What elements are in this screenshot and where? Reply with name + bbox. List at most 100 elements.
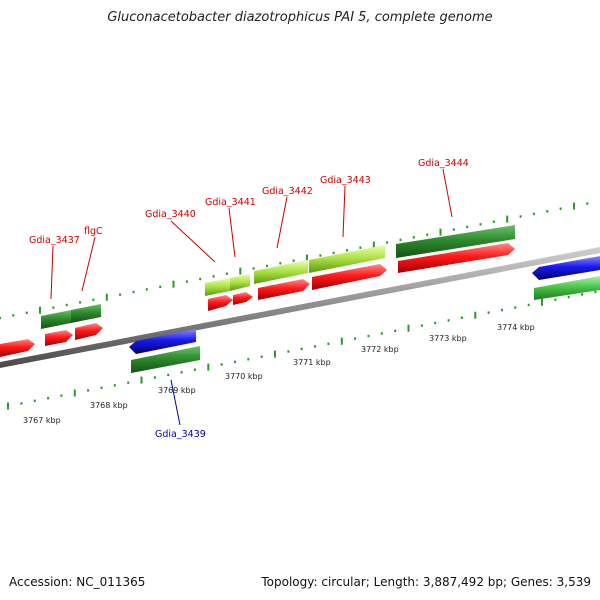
ruler-major-tick (105, 293, 108, 301)
page-title: Gluconacetobacter diazotrophicus PAI 5, … (107, 10, 493, 25)
ruler-minor-tick (153, 376, 156, 379)
gene-gdia-3440-green[interactable] (205, 278, 230, 296)
ruler-minor-tick (266, 264, 268, 268)
label-gdia-3444[interactable]: Gdia_3444 (418, 158, 469, 169)
ruler-minor-tick (92, 298, 95, 301)
ruler-minor-tick (346, 249, 349, 252)
ruler-minor-tick (300, 347, 303, 351)
ruler-minor-tick (434, 321, 437, 325)
cds-left-edge[interactable] (0, 339, 35, 357)
ruler-minor-tick (447, 319, 450, 322)
label-gdia-3440[interactable]: Gdia_3440 (145, 209, 196, 220)
cds-gdia-3443[interactable] (312, 264, 387, 290)
ruler-minor-tick (554, 298, 557, 301)
ruler-minor-tick (0, 316, 1, 320)
ruler-minor-tick (559, 207, 562, 210)
ruler-major-tick (541, 298, 543, 306)
leader-gdia-3441 (228, 207, 236, 258)
ruler-minor-tick (33, 399, 36, 402)
ruler-minor-tick (586, 202, 589, 205)
cds-gdia-3444[interactable] (398, 243, 515, 273)
ruler-minor-tick (466, 225, 469, 229)
ruler-minor-tick (12, 314, 15, 317)
ruler-minor-tick (386, 241, 389, 244)
gene-right-green[interactable] (534, 276, 600, 300)
ruler-minor-tick (20, 402, 23, 405)
label-flgc[interactable]: flgC (84, 226, 103, 237)
gene-gdia-3437-green[interactable] (41, 310, 71, 329)
leader-gdia-3443 (342, 185, 346, 238)
ruler-minor-tick (247, 358, 250, 361)
cds-gdia-3441[interactable] (233, 292, 253, 305)
ruler-minor-tick (546, 210, 549, 213)
gene-flgc-green[interactable] (71, 304, 101, 323)
cds-gdia-3440[interactable] (208, 295, 233, 311)
ruler-minor-tick (100, 386, 103, 389)
ruler-minor-tick (52, 306, 55, 309)
cds-gdia-3442[interactable] (258, 279, 310, 300)
ruler-minor-tick (159, 285, 162, 288)
gene-gdia-3442-green[interactable] (254, 260, 308, 284)
cds-right-blue[interactable] (532, 256, 600, 280)
ruler-minor-tick (193, 368, 196, 371)
ruler-minor-tick (145, 288, 148, 291)
label-gdia-3437[interactable]: Gdia_3437 (29, 235, 80, 246)
ruler-minor-tick (399, 238, 402, 242)
kbp-label-3769: 3769 kbp (158, 386, 196, 395)
ruler-minor-tick (327, 342, 330, 345)
ruler-minor-tick (426, 233, 429, 236)
ruler-major-tick (239, 267, 242, 275)
ruler-major-tick (172, 280, 175, 288)
ruler-minor-tick (234, 360, 236, 364)
ruler-minor-tick (359, 246, 362, 249)
ruler-major-tick (274, 350, 276, 358)
ruler-major-tick (73, 389, 76, 397)
ruler-minor-tick (25, 311, 28, 314)
ruler-major-tick (439, 228, 442, 236)
ruler-major-tick (207, 363, 210, 371)
kbp-label-3767: 3767 kbp (23, 416, 61, 425)
label-gdia-3442[interactable]: Gdia_3442 (262, 186, 313, 197)
footer-accession: Accession: NC_011365 (9, 575, 146, 589)
ruler-minor-tick (367, 334, 370, 338)
ruler-minor-tick (279, 262, 282, 265)
ruler-minor-tick (60, 394, 63, 397)
ruler-minor-tick (185, 280, 188, 283)
label-gdia-3439[interactable]: Gdia_3439 (155, 429, 206, 440)
gene-gdia-3439-green[interactable] (131, 346, 200, 373)
ruler-minor-tick (79, 301, 82, 304)
ruler-minor-tick (220, 363, 223, 366)
outer-ruler-ticks (0, 202, 589, 320)
ruler-major-tick (506, 215, 509, 223)
ruler-major-tick (7, 402, 9, 410)
ruler-minor-tick (354, 337, 357, 340)
gene-gdia-3443-green[interactable] (309, 245, 385, 273)
label-gdia-3443[interactable]: Gdia_3443 (320, 175, 371, 186)
inner-ruler-ticks (7, 290, 597, 410)
gene-gdia-3444-green[interactable] (396, 225, 515, 258)
ruler-minor-tick (479, 223, 482, 226)
ruler-minor-tick (47, 397, 50, 400)
ruler-minor-tick (519, 215, 522, 218)
ruler-minor-tick (287, 350, 290, 353)
ruler-minor-tick (180, 371, 183, 374)
ruler-minor-tick (127, 381, 130, 384)
ruler-minor-tick (87, 389, 90, 392)
ruler-minor-tick (412, 236, 415, 239)
gene-gdia-3441-green[interactable] (230, 274, 250, 291)
ruler-minor-tick (119, 293, 122, 296)
leader-gdia-3440 (170, 220, 216, 263)
ruler-major-tick (474, 311, 477, 319)
ruler-minor-tick (65, 303, 68, 307)
ruler-minor-tick (567, 295, 570, 299)
footer-stats: Topology: circular; Length: 3,887,492 bp… (261, 575, 591, 589)
leader-gdia-3439 (170, 379, 181, 426)
ruler-minor-tick (319, 254, 322, 257)
ruler-minor-tick (452, 228, 455, 231)
cds-gdia-3439[interactable] (129, 329, 196, 354)
cds-flgc[interactable] (75, 323, 103, 340)
cds-gdia-3437[interactable] (45, 330, 73, 346)
label-gdia-3441[interactable]: Gdia_3441 (205, 197, 256, 208)
kbp-label-3774: 3774 kbp (497, 323, 535, 332)
ruler-minor-tick (332, 251, 335, 255)
